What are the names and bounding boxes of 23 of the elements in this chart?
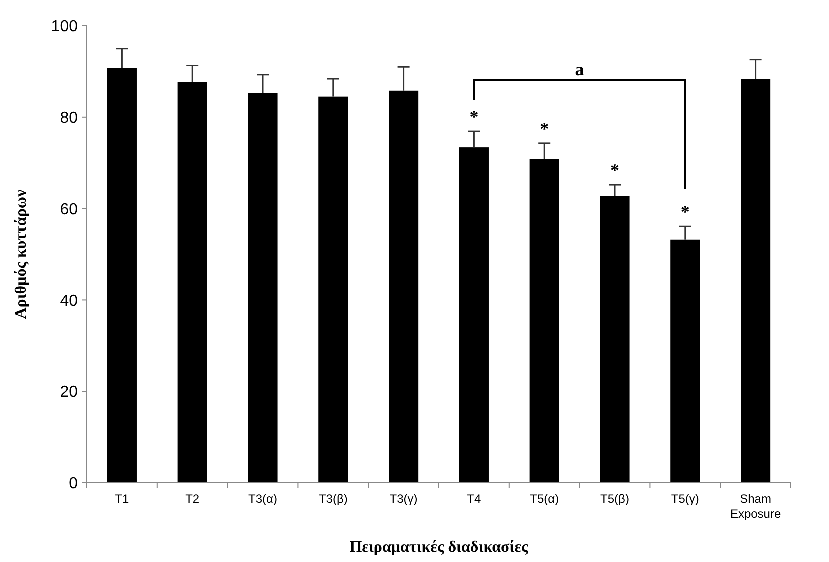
x-tick-label: T1 bbox=[115, 492, 130, 506]
x-tick-label: T3(β) bbox=[318, 492, 348, 506]
x-tick-label: T3(α) bbox=[248, 492, 278, 506]
x-tick-label: T5(α) bbox=[530, 492, 560, 506]
y-axis-title: Αριθμός κυττάρων bbox=[13, 190, 30, 320]
x-tick-label: T2 bbox=[186, 492, 200, 506]
x-tick-label: T5(β) bbox=[600, 492, 630, 506]
y-tick-label: 100 bbox=[51, 18, 78, 36]
y-tick-label: 60 bbox=[60, 201, 78, 218]
x-tick-label: T3(γ) bbox=[390, 492, 418, 506]
x-axis-title: Πειραματικές διαδικασίες bbox=[350, 539, 529, 556]
x-tick-label: T5(γ) bbox=[671, 492, 700, 506]
y-tick-label: 20 bbox=[60, 384, 78, 402]
annotation: a bbox=[575, 59, 584, 80]
x-tick-label: T4 bbox=[467, 492, 482, 506]
annotation: * bbox=[610, 160, 620, 181]
y-tick-label: 80 bbox=[60, 110, 78, 127]
x-tick-label: Sham Exposure bbox=[730, 492, 782, 521]
annotation: * bbox=[680, 202, 690, 222]
y-tick-label: 0 bbox=[69, 476, 78, 493]
annotation: * bbox=[540, 119, 550, 140]
annotation: * bbox=[470, 107, 479, 128]
y-tick-label: 40 bbox=[60, 292, 78, 310]
